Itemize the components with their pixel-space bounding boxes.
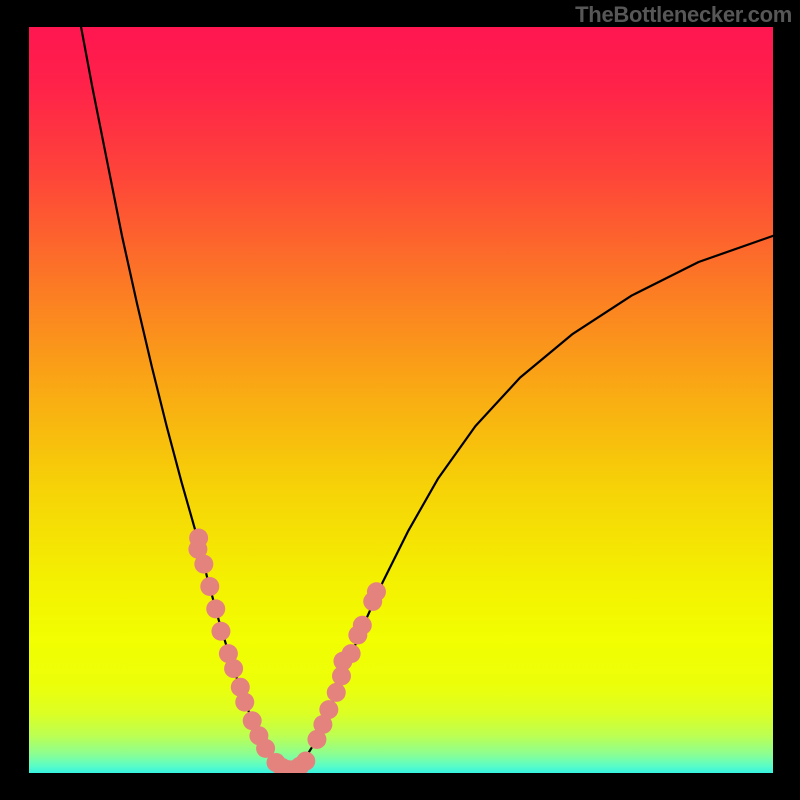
data-marker	[342, 644, 361, 663]
data-marker	[206, 599, 225, 618]
data-marker	[211, 622, 230, 641]
data-marker	[353, 616, 372, 635]
watermark-text: TheBottlenecker.com	[575, 2, 792, 28]
chart-plot-area	[29, 27, 773, 773]
data-marker	[235, 693, 254, 712]
data-marker	[224, 659, 243, 678]
data-marker	[200, 577, 219, 596]
data-marker	[319, 700, 338, 719]
data-marker	[296, 752, 315, 771]
chart-outer-frame: TheBottlenecker.com	[0, 0, 800, 800]
chart-gradient-background	[29, 27, 773, 773]
data-marker	[327, 683, 346, 702]
data-marker	[367, 582, 386, 601]
data-marker	[194, 555, 213, 574]
